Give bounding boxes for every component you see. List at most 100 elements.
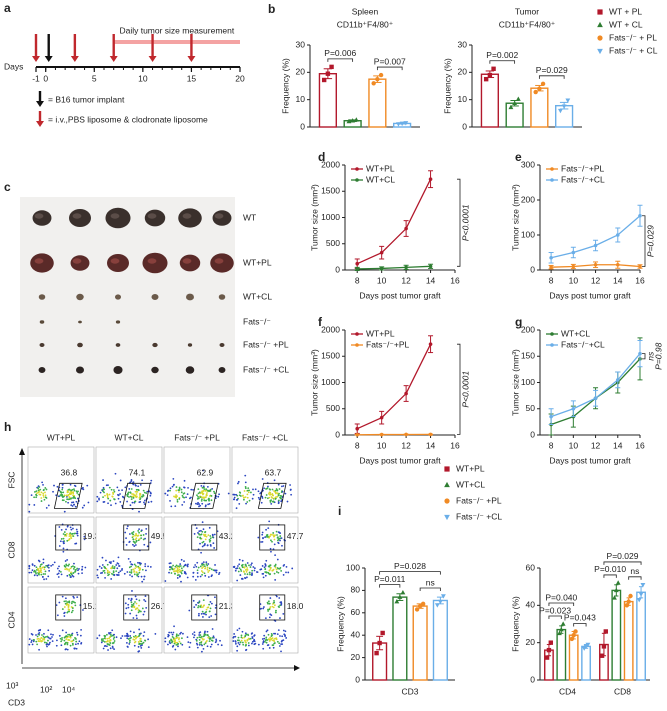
event-dot <box>82 486 84 489</box>
event-dot <box>181 637 183 640</box>
event-dot <box>220 644 223 647</box>
event-dot <box>259 492 262 495</box>
event-dot <box>205 494 208 497</box>
event-dot <box>183 501 186 503</box>
event-dot <box>28 643 31 646</box>
data-point <box>428 342 433 346</box>
event-dot <box>44 496 47 499</box>
event-dot <box>268 638 271 641</box>
event-dot <box>177 645 179 648</box>
event-dot <box>98 634 101 637</box>
event-dot <box>234 635 237 638</box>
event-dot <box>277 483 280 486</box>
event-dot <box>132 568 135 571</box>
event-dot <box>279 535 282 537</box>
event-dot <box>135 602 138 605</box>
event-dot <box>182 492 185 495</box>
event-dot <box>138 571 141 574</box>
event-dot <box>76 497 79 500</box>
event-dot <box>112 642 114 644</box>
event-dot <box>195 565 198 568</box>
data-point <box>544 655 550 660</box>
event-dot <box>126 637 129 640</box>
event-dot <box>62 491 65 494</box>
event-dot <box>103 645 106 647</box>
event-dot <box>111 565 114 568</box>
event-dot <box>282 639 285 641</box>
event-dot <box>264 568 267 570</box>
data-point <box>346 118 352 124</box>
event-dot <box>141 607 144 610</box>
gate-percent: 43.2 <box>219 531 236 541</box>
event-dot <box>201 490 204 493</box>
event-dot <box>249 573 251 576</box>
event-dot <box>46 565 49 568</box>
event-dot <box>130 488 133 490</box>
event-dot <box>108 571 111 574</box>
event-dot <box>47 636 50 639</box>
event-dot <box>65 563 68 566</box>
panel-label: d <box>318 150 325 164</box>
y-tick-label: 20 <box>526 637 536 647</box>
event-dot <box>107 640 109 642</box>
event-dot <box>129 574 131 576</box>
event-dot <box>72 491 74 494</box>
event-dot <box>36 567 39 570</box>
event-dot <box>65 600 67 603</box>
y-tick-label: 20 <box>296 67 306 77</box>
event-dot <box>57 572 60 575</box>
event-dot <box>56 614 59 617</box>
y-tick-label: 30 <box>458 39 468 49</box>
event-dot <box>63 531 66 533</box>
event-dot <box>203 565 206 568</box>
gate-percent: 74.1 <box>129 468 146 478</box>
event-dot <box>137 530 140 532</box>
tumor-highlight <box>110 258 120 264</box>
event-dot <box>42 496 45 498</box>
event-dot <box>264 571 267 573</box>
event-dot <box>45 488 48 491</box>
event-dot <box>194 564 197 566</box>
event-dot <box>58 634 61 637</box>
photo-background <box>20 197 235 397</box>
event-dot <box>267 600 270 603</box>
event-dot <box>52 490 54 493</box>
event-dot <box>206 485 209 488</box>
event-dot <box>285 565 288 568</box>
event-dot <box>131 495 134 498</box>
tumor <box>107 254 129 272</box>
event-dot <box>66 568 69 571</box>
event-dot <box>205 489 208 492</box>
event-dot <box>40 639 42 642</box>
data-point <box>444 514 450 521</box>
event-dot <box>257 536 260 539</box>
event-dot <box>66 642 69 644</box>
data-point <box>399 121 405 127</box>
event-dot <box>135 636 138 639</box>
event-dot <box>200 641 203 644</box>
event-dot <box>61 499 64 502</box>
event-dot <box>135 566 138 568</box>
event-dot <box>207 503 210 506</box>
event-dot <box>129 504 132 507</box>
event-dot <box>67 501 70 504</box>
event-dot <box>246 501 249 503</box>
event-dot <box>68 610 71 613</box>
tumor-highlight <box>214 258 224 264</box>
event-dot <box>278 597 281 599</box>
event-dot <box>69 483 72 486</box>
event-dot <box>196 536 199 539</box>
event-dot <box>236 565 239 567</box>
event-dot <box>68 563 70 566</box>
event-dot <box>164 492 167 495</box>
injection-arrow-head <box>32 56 40 62</box>
event-dot <box>103 637 106 640</box>
event-dot <box>247 644 250 647</box>
event-dot <box>72 565 74 568</box>
event-dot <box>244 563 247 566</box>
x-tick-label: CD8 <box>614 686 631 696</box>
event-dot <box>129 560 132 563</box>
event-dot <box>250 491 252 494</box>
y-tick-label: 150 <box>521 351 535 361</box>
event-dot <box>266 639 269 641</box>
